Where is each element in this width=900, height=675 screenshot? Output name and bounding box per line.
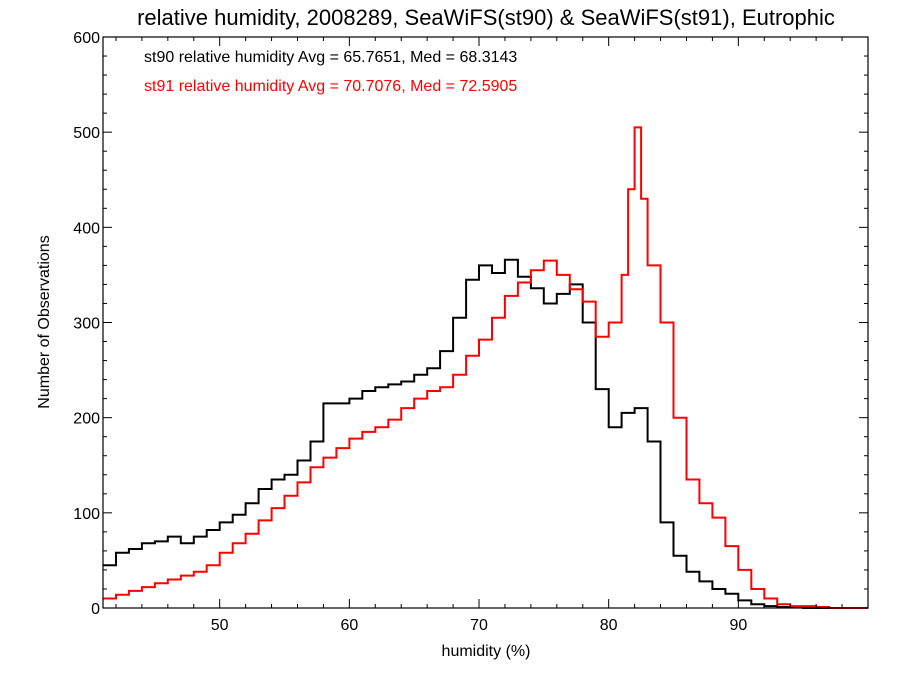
y-tick-label: 500 (73, 125, 100, 142)
x-tick-label: 90 (729, 617, 747, 634)
axes: 50 60 70 80 90 0 100 200 300 400 500 600 (73, 30, 869, 634)
y-tick-label: 200 (73, 411, 100, 428)
legend: st90 relative humidity Avg = 65.7651, Me… (144, 49, 517, 95)
x-tick-label: 70 (470, 617, 488, 634)
x-tick-label: 60 (340, 617, 358, 634)
legend-entry-st90: st90 relative humidity Avg = 65.7651, Me… (144, 49, 517, 66)
y-tick-label: 100 (73, 506, 100, 523)
x-axis-label: humidity (%) (442, 643, 531, 660)
y-tick-label: 300 (73, 316, 100, 333)
plot-area (103, 126, 868, 609)
series-line-st90 (103, 258, 868, 609)
y-tick-label: 600 (73, 30, 100, 47)
x-tick-label: 50 (211, 617, 229, 634)
chart-title: relative humidity, 2008289, SeaWiFS(st90… (137, 5, 835, 30)
plot-frame (102, 36, 869, 609)
legend-entry-st91: st91 relative humidity Avg = 70.7076, Me… (144, 78, 517, 95)
y-tick-label: 400 (73, 220, 100, 237)
series-line-st91 (103, 126, 868, 609)
y-axis-label: Number of Observations (36, 235, 53, 408)
y-tick-label: 0 (91, 601, 100, 618)
x-tick-label: 80 (600, 617, 618, 634)
